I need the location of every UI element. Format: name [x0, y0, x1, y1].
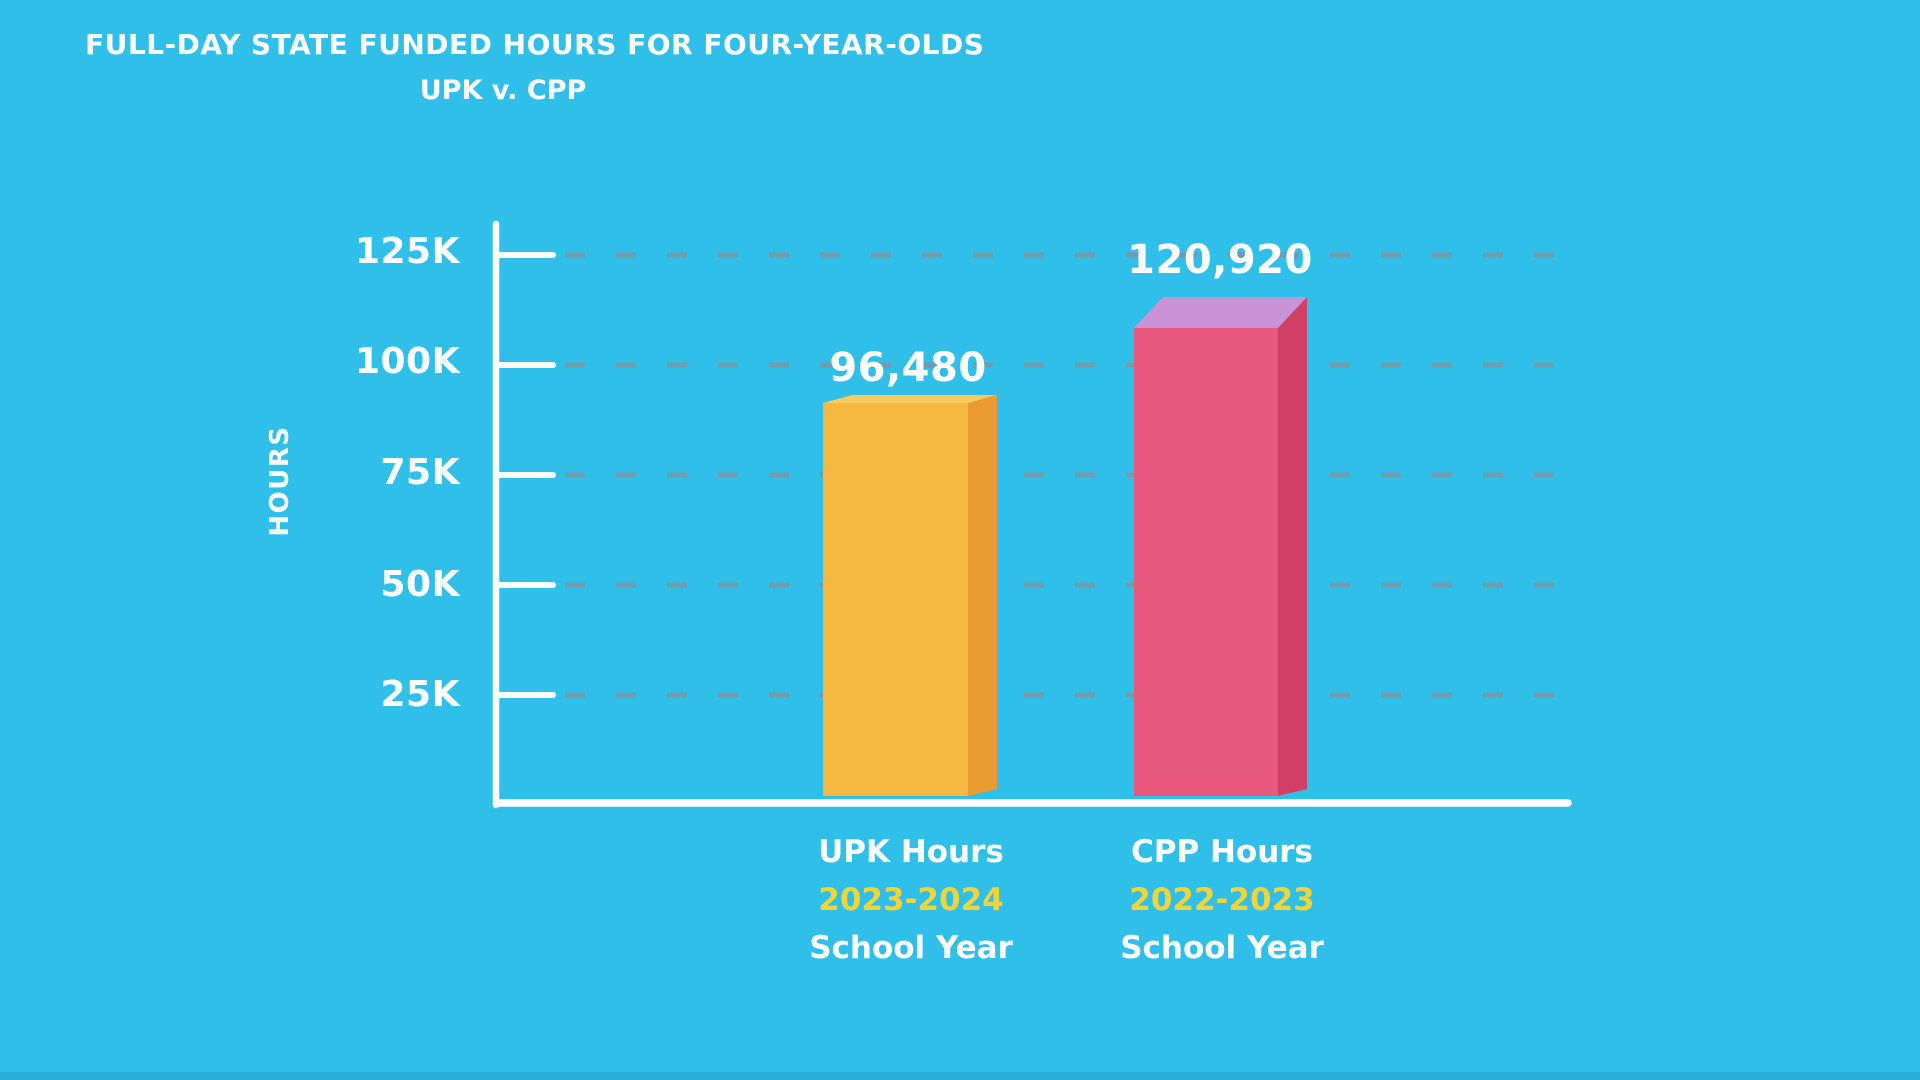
upk-school-year-range: 2023-2024	[818, 882, 1004, 918]
chart-title: FULL-DAY STATE FUNDED HOURS FOR FOUR-YEA…	[85, 28, 985, 61]
upk-school-year-text: School Year	[809, 930, 1013, 966]
cpp-value-label: 120,920	[1127, 237, 1313, 283]
cpp-school-year-text: School Year	[1120, 930, 1324, 966]
y-tick-label-100k: 100K	[354, 341, 460, 382]
cpp-bar-front-face	[1134, 328, 1278, 796]
y-tick-label-50k: 50K	[380, 564, 460, 605]
bottom-edge-strip	[0, 1072, 1920, 1080]
upk-category-label: UPK Hours 2023-2024 School Year	[711, 828, 1111, 972]
y-tick-label-75k: 75K	[380, 452, 460, 493]
cpp-name-label: CPP Hours	[1130, 834, 1314, 870]
cpp-bar-top-face	[1134, 297, 1307, 328]
chart-subtitle: UPK v. CPP	[419, 75, 587, 106]
upk-bar-front-face	[823, 403, 968, 796]
upk-bar-side-face	[968, 395, 997, 796]
y-tick-label-125k: 125K	[354, 231, 460, 272]
upk-bar-top-face	[823, 395, 997, 403]
cpp-category-label: CPP Hours 2022-2023 School Year	[1022, 828, 1422, 972]
upk-value-label: 96,480	[829, 345, 987, 391]
y-tick-label-25k: 25K	[380, 674, 460, 715]
cpp-school-year-range: 2022-2023	[1129, 882, 1315, 918]
upk-name-label: UPK Hours	[818, 834, 1004, 870]
cpp-bar-side-face	[1278, 297, 1307, 796]
